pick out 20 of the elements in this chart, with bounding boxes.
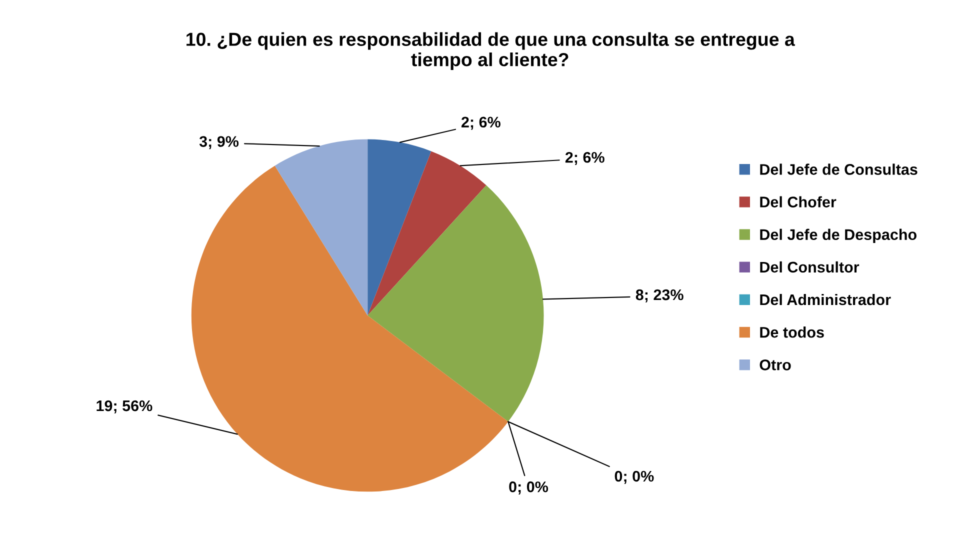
text: 0; 0% [509, 481, 548, 494]
data-label: 3; 9% [199, 136, 239, 150]
legend-label: Del Jefe de Despacho [760, 228, 916, 244]
text: 0; 0% [614, 470, 654, 484]
legend-label: Otro [760, 360, 791, 370]
data-label: 2; 6% [461, 116, 500, 130]
legend-label: Del Jefe de Consultas [760, 164, 918, 175]
legend-label: Del Chofer [760, 196, 836, 208]
legend-label: Del Administrador [760, 294, 891, 306]
data-label: 8; 23% [636, 289, 684, 302]
data-label: 2; 6% [565, 152, 604, 165]
legend-label: De todos [760, 326, 824, 338]
legend-label: Del Consultor [760, 261, 860, 273]
pie-slice [368, 185, 544, 422]
data-label: 19; 56% [96, 400, 152, 414]
chart-title: 10. ¿De quien es responsabilidad de que una consulta se entregue a tiempo al cliente? [186, 32, 796, 70]
pie-slice [274, 139, 368, 316]
pie-slice [368, 139, 432, 316]
pie-slice [368, 151, 486, 316]
pie-slice [191, 166, 508, 492]
